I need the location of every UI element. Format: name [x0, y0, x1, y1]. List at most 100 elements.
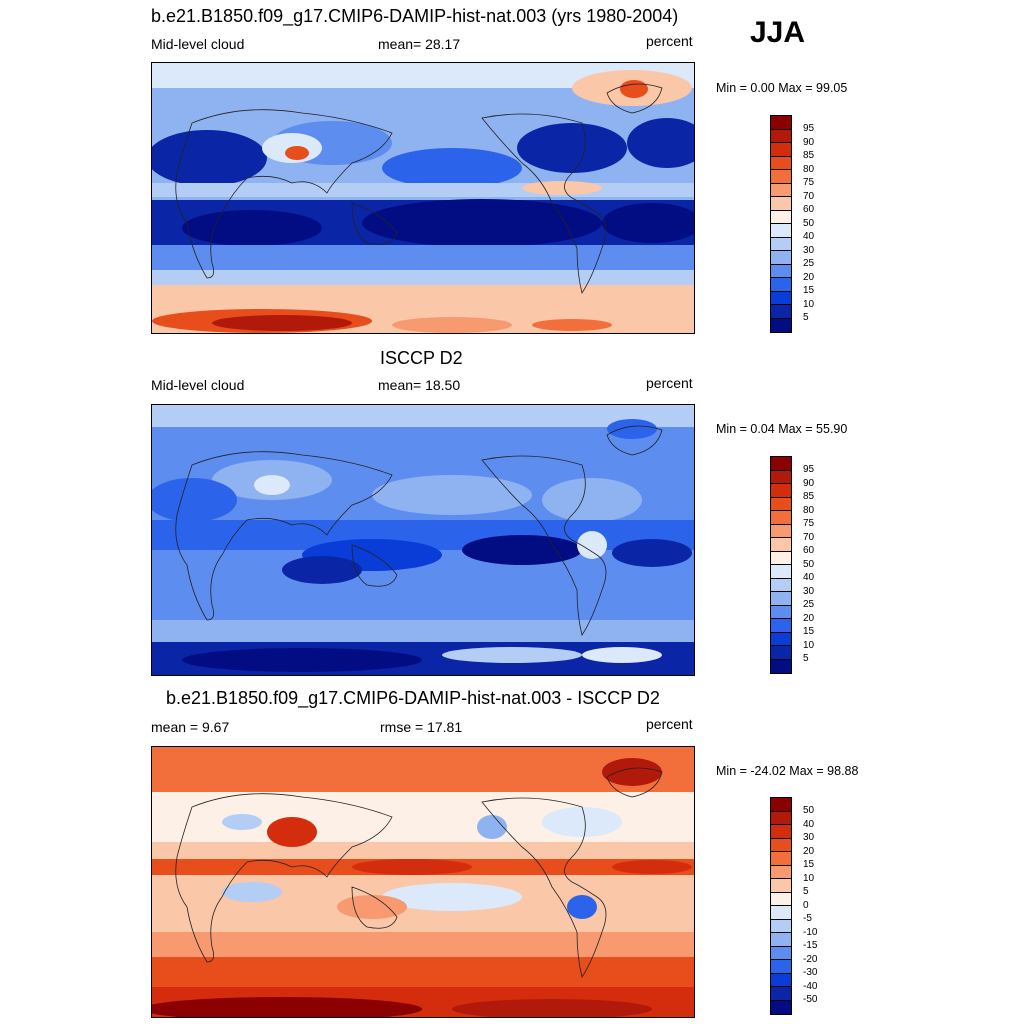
panel-3-minmax: Min = -24.02 Max = 98.88 [716, 764, 859, 778]
panel-2-colorbar-label: 60 [803, 545, 815, 556]
panel-3-colorbar-label: -50 [803, 994, 818, 1005]
panel-2-colorbar-label: 95 [803, 464, 815, 475]
panel-3-colorbar-label: -10 [803, 926, 818, 938]
panel-3-colorbar-swatch [771, 906, 791, 920]
panel-1-colorbar-swatch [771, 318, 791, 332]
panel-1-colorbar-swatch [771, 116, 791, 130]
panel-3-colorbar-label: 40 [803, 818, 815, 830]
panel-2-colorbar-swatch [771, 646, 791, 660]
panel-1-colorbar-swatch [771, 305, 791, 319]
panel-1-colorbar-swatch [771, 251, 791, 265]
panel-1-map [151, 62, 695, 334]
panel-2-colorbar-label: 70 [803, 531, 815, 543]
panel-3-colorbar-label: 30 [803, 832, 815, 843]
panel-3-colorbar-label: -15 [803, 940, 818, 951]
panel-1-colorbar-swatch [771, 197, 791, 211]
panel-1-colorbar-swatch [771, 143, 791, 157]
panel-1-colorbar-label: 85 [803, 150, 815, 161]
panel-3-mean-label: mean = 9.67 [151, 719, 230, 735]
panel-2-colorbar-swatch [771, 592, 791, 606]
panel-1-units-label: percent [646, 33, 693, 49]
panel-3-colorbar-label: 15 [803, 859, 815, 870]
panel-1-title: b.e21.B1850.f09_g17.CMIP6-DAMIP-hist-nat… [151, 6, 679, 26]
panel-2-colorbar-swatch [771, 565, 791, 579]
panel-3-colorbar-label: -40 [803, 980, 818, 992]
panel-2-variable-label: Mid-level cloud [151, 377, 245, 393]
panel-3-colorbar-swatch [771, 798, 791, 812]
panel-2-minmax: Min = 0.04 Max = 55.90 [716, 422, 848, 436]
panel-2-colorbar-swatch [771, 551, 791, 565]
panel-2-colorbar-label: 40 [803, 572, 815, 583]
panel-2-colorbar-swatch [771, 457, 791, 471]
panel-1-colorbar-label: 95 [803, 123, 815, 134]
panel-2-colorbar-label: 75 [803, 518, 815, 529]
panel-1-colorbar-label: 10 [803, 298, 815, 310]
panel-3-colorbar-swatch [771, 987, 791, 1001]
panel-1-colorbar-swatch [771, 183, 791, 197]
panel-2-colorbar-label: 85 [803, 491, 815, 502]
panel-2-colorbar-swatch [771, 538, 791, 552]
panel-3-rmse-label: rmse = 17.81 [380, 719, 463, 735]
panel-3-colorbar-label: 10 [803, 872, 815, 884]
panel-1-colorbar-label: 75 [803, 177, 815, 188]
panel-2-mean-label: mean= 18.50 [378, 377, 461, 393]
panel-3-colorbar-label: 50 [803, 805, 815, 816]
panel-3-colorbar-label: -5 [803, 913, 812, 924]
panel-2-colorbar-label: 80 [803, 504, 815, 516]
panel-3-colorbar [770, 797, 792, 1015]
panel-2-colorbar-label: 25 [803, 599, 815, 610]
panel-1-colorbar-label: 70 [803, 190, 815, 202]
panel-1-colorbar-swatch [771, 278, 791, 292]
panel-3-colorbar-swatch [771, 933, 791, 947]
panel-3-colorbar-swatch [771, 1000, 791, 1014]
panel-1-colorbar-label: 20 [803, 271, 815, 283]
panel-3-colorbar-swatch [771, 960, 791, 974]
panel-1-colorbar-swatch [771, 224, 791, 238]
panel-1-colorbar-label: 25 [803, 258, 815, 269]
panel-3-colorbar-swatch [771, 946, 791, 960]
panel-2-colorbar-swatch [771, 524, 791, 538]
panel-1-colorbar-label: 40 [803, 231, 815, 242]
panel-3-colorbar-label: -20 [803, 953, 818, 965]
panel-1-colorbar-label: 90 [803, 136, 815, 148]
panel-2-units-label: percent [646, 375, 693, 391]
panel-1-minmax: Min = 0.00 Max = 99.05 [716, 81, 848, 95]
panel-1-colorbar-swatch [771, 264, 791, 278]
panel-2-colorbar-swatch [771, 632, 791, 646]
panel-2-colorbar-swatch [771, 497, 791, 511]
panel-3-colorbar-swatch [771, 892, 791, 906]
panel-1-colorbar-label: 60 [803, 204, 815, 215]
panel-1-colorbar-label: 30 [803, 244, 815, 256]
panel-1-mean-label: mean= 28.17 [378, 36, 461, 52]
panel-1-colorbar [770, 115, 792, 333]
panel-3-colorbar-label: 0 [803, 899, 809, 911]
panel-3-colorbar-swatch [771, 825, 791, 839]
panel-3-colorbar-label: 20 [803, 845, 815, 857]
panel-3-title: b.e21.B1850.f09_g17.CMIP6-DAMIP-hist-nat… [166, 688, 660, 708]
panel-3-units-label: percent [646, 716, 693, 732]
panel-3-colorbar-label: 5 [803, 886, 809, 897]
panel-1-variable-label: Mid-level cloud [151, 36, 245, 52]
panel-1-colorbar-swatch [771, 170, 791, 184]
panel-2-colorbar-label: 20 [803, 612, 815, 624]
panel-1-colorbar-label: 50 [803, 217, 815, 229]
panel-1-colorbar-label: 5 [803, 312, 809, 323]
panel-3-colorbar-swatch [771, 852, 791, 866]
panel-2-map [151, 404, 695, 676]
panel-2-colorbar [770, 456, 792, 674]
panel-2-colorbar-swatch [771, 619, 791, 633]
panel-3-colorbar-swatch [771, 865, 791, 879]
panel-2-colorbar-swatch [771, 659, 791, 673]
panel-2-colorbar-swatch [771, 578, 791, 592]
panel-2-colorbar-swatch [771, 511, 791, 525]
panel-1-colorbar-swatch [771, 210, 791, 224]
panel-3-colorbar-swatch [771, 973, 791, 987]
panel-2-colorbar-label: 15 [803, 626, 815, 637]
panel-1-colorbar-label: 80 [803, 163, 815, 175]
panel-2-colorbar-label: 90 [803, 477, 815, 489]
panel-2-colorbar-label: 5 [803, 653, 809, 664]
panel-2-colorbar-swatch [771, 484, 791, 498]
panel-1-colorbar-swatch [771, 237, 791, 251]
panel-2-colorbar-label: 30 [803, 585, 815, 597]
panel-2-colorbar-label: 50 [803, 558, 815, 570]
